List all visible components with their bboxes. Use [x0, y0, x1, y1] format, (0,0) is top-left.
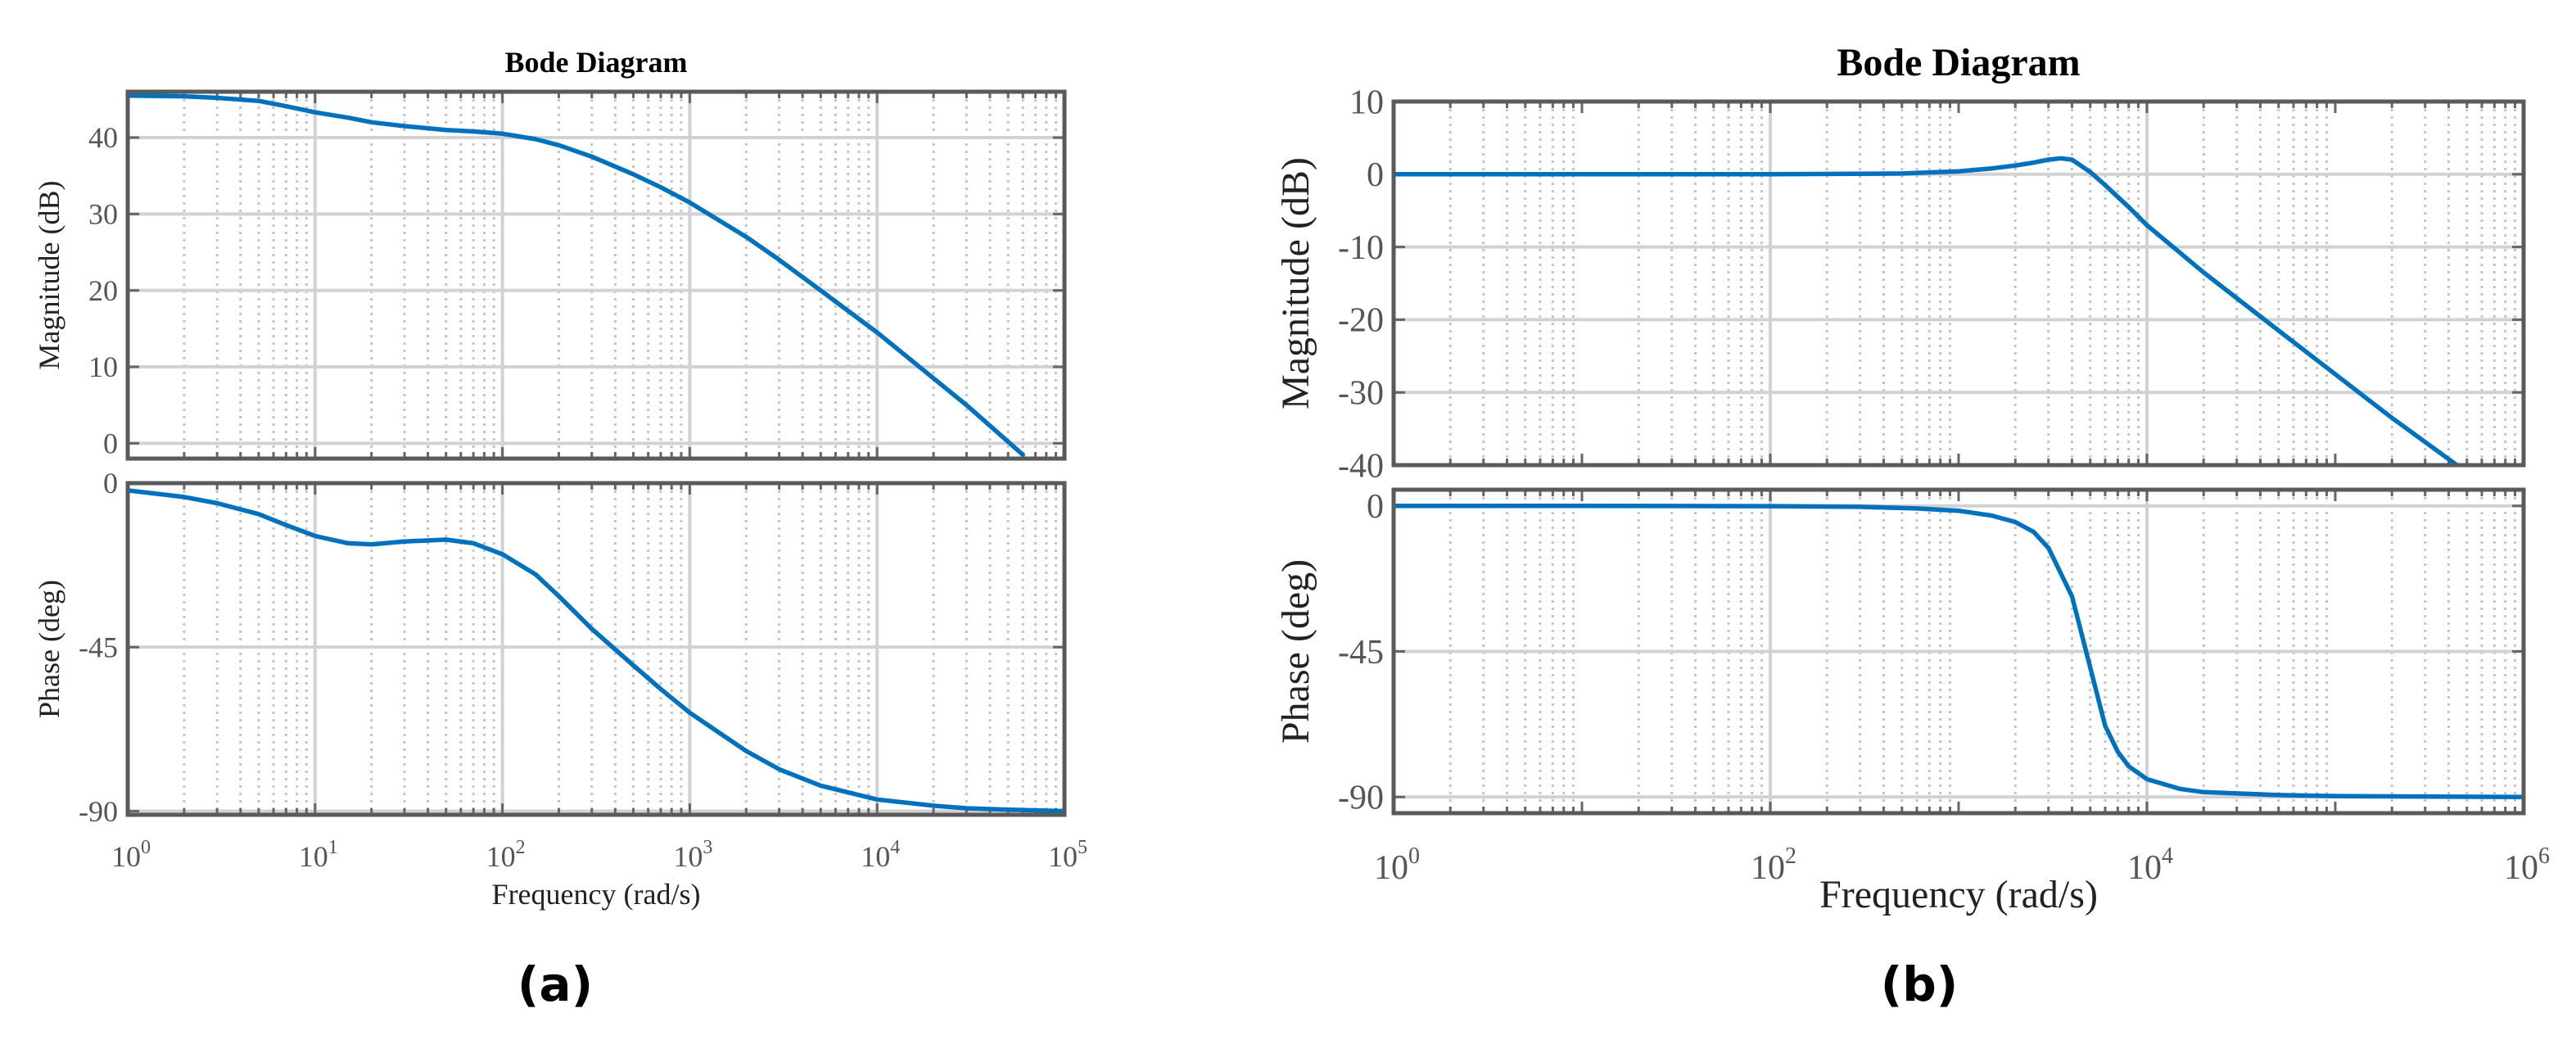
magnitude-axes-frame: [125, 89, 1067, 461]
magnitude-y-tick-label: 0: [103, 427, 118, 460]
panel-label: (b): [1881, 956, 1959, 1012]
chart-a: Bode Diagram 0 10 20 30 40 0 -45 -90 Magnitude (d…: [33, 46, 1087, 1012]
phase-series-line: [128, 488, 1064, 814]
phase-plot: 0 -45 -90: [1338, 487, 2526, 817]
magnitude-y-tick-label: 40: [88, 121, 118, 154]
phase-plot: 0 -45 -90: [79, 467, 1067, 828]
phase-y-tick-label: -90: [79, 795, 118, 828]
magnitude-y-tick-label: -20: [1338, 302, 1384, 340]
magnitude-plot: 0 10 20 30 40: [88, 89, 1067, 461]
magnitude-y-tick-label: 0: [1367, 156, 1384, 194]
magnitude-y-tick-label: -10: [1338, 229, 1384, 267]
chart-title: Bode Diagram: [505, 46, 688, 79]
magnitude-y-tick-label: 20: [88, 274, 118, 307]
x-tick-label: 102: [486, 837, 526, 873]
x-axis-label: Frequency (rad/s): [1819, 873, 2098, 916]
magnitude-plot-area: [128, 92, 1064, 459]
x-tick-label: 106: [2504, 843, 2550, 887]
magnitude-y-tick-label: -40: [1338, 447, 1384, 485]
x-axis-label: Frequency (rad/s): [492, 878, 701, 911]
phase-ylabel: Phase (deg): [33, 580, 66, 718]
phase-plot-area: [128, 483, 1064, 815]
x-tick-label: 104: [861, 837, 900, 873]
magnitude-y-tick-label: 10: [1349, 84, 1384, 121]
x-tick-label: 104: [2127, 843, 2173, 887]
x-tick-label: 100: [111, 837, 151, 873]
magnitude-y-tick-label: -30: [1338, 374, 1384, 412]
x-tick-label: 101: [299, 837, 338, 873]
magnitude-series-line: [1394, 156, 2461, 465]
phase-axes-frame: [1391, 487, 2526, 816]
magnitude-plot-area: [1394, 102, 2524, 465]
chart-title: Bode Diagram: [1837, 41, 2080, 84]
chart-b: Bode Diagram100-10-20-30-400-45-90Magnit…: [1274, 41, 2550, 1012]
phase-series-line: [1394, 504, 2524, 800]
x-tick-label: 103: [673, 837, 712, 873]
magnitude-ylabel: Magnitude (dB): [33, 181, 66, 370]
x-tick-label: 105: [1048, 837, 1087, 873]
magnitude-plot: 10 0 -10 -20 -30 -40: [1338, 84, 2526, 485]
phase-axes-frame: [125, 481, 1067, 817]
magnitude-y-tick-label: 10: [88, 350, 118, 383]
panel-label: (a): [517, 956, 593, 1012]
magnitude-y-tick-label: 30: [88, 198, 118, 231]
phase-y-tick-label: -90: [1338, 780, 1384, 817]
phase-y-tick-label: 0: [1367, 488, 1384, 526]
phase-ylabel: Phase (deg): [1274, 559, 1317, 744]
magnitude-series-line: [128, 93, 1025, 458]
x-tick-label: 100: [1374, 843, 1420, 887]
phase-y-tick-label: 0: [103, 467, 118, 500]
magnitude-axes-frame: [1391, 99, 2526, 468]
magnitude-ylabel: Magnitude (dB): [1274, 157, 1317, 409]
x-tick-label: 102: [1751, 843, 1796, 887]
phase-y-tick-label: -45: [1338, 634, 1384, 671]
phase-y-tick-label: -45: [79, 631, 118, 664]
